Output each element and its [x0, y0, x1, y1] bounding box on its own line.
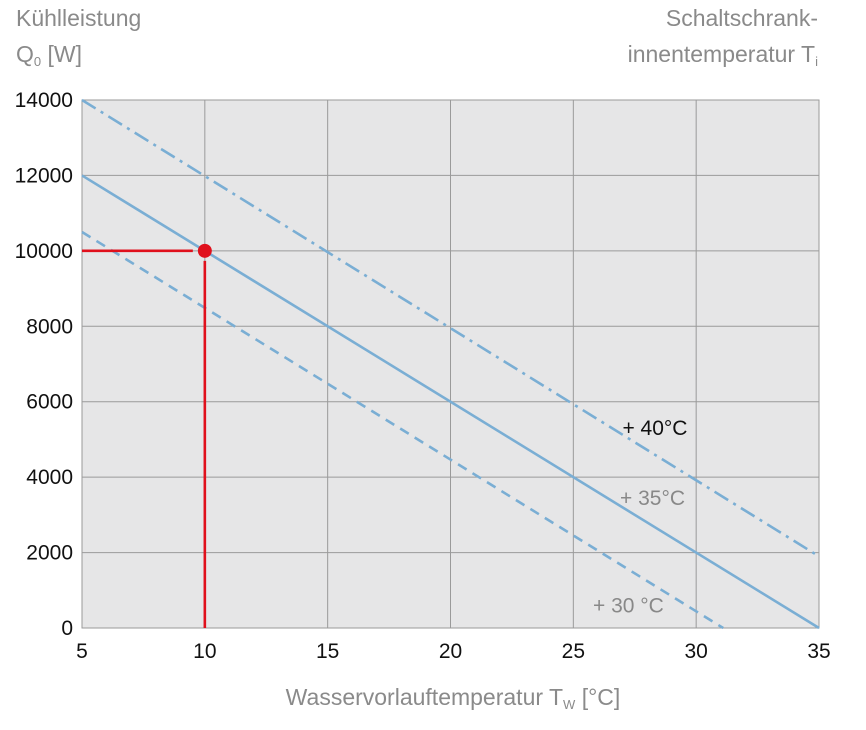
x-axis-unit: [°C] [581, 684, 621, 710]
series-label: + 35°C [620, 487, 685, 510]
x-tick-label: 5 [76, 640, 88, 663]
y-tick-label: 8000 [26, 315, 73, 338]
marker-point [197, 243, 212, 258]
y-axis-label: Kühlleistung Q0 [W] [16, 0, 141, 80]
y-tick-label: 0 [61, 617, 73, 640]
legend-title-sub: i [815, 54, 818, 69]
y-tick-label: 12000 [15, 164, 73, 187]
series-line [81, 230, 724, 630]
y-axis-label-text: Kühlleistung [16, 5, 142, 31]
y-tick-label: 14000 [15, 89, 73, 112]
plot-border [81, 99, 820, 629]
y-axis-symbol-sub: 0 [33, 54, 42, 69]
y-tick-label: 4000 [26, 466, 73, 489]
x-tick-label: 20 [439, 640, 462, 663]
y-tick-label: 6000 [26, 391, 73, 414]
legend-title: Schaltschrank- innentemperatur Ti [628, 0, 818, 80]
x-axis-label-sub: W [563, 697, 576, 712]
series-label: + 40°C [622, 417, 687, 440]
x-tick-label: 35 [807, 640, 830, 663]
x-axis-label-text: Wasservorlauftemperatur T [285, 684, 564, 710]
y-axis-symbol-line: Q0 [W] [16, 36, 141, 80]
series-label: + 30 °C [593, 595, 664, 618]
x-tick-label: 30 [684, 640, 707, 663]
x-tick-label: 25 [562, 640, 585, 663]
y-axis-symbol: Q [16, 41, 34, 67]
x-tick-label: 15 [316, 640, 339, 663]
legend-title-line2-wrap: innentemperatur Ti [628, 36, 818, 80]
legend-title-line1: Schaltschrank- [665, 5, 818, 31]
legend-title-line2: innentemperatur T [627, 41, 816, 67]
y-axis-unit: [W] [47, 41, 83, 67]
x-axis-label: Wasservorlauftemperatur TW [°C] [0, 684, 866, 712]
y-tick-label: 2000 [26, 542, 73, 565]
x-tick-label: 10 [193, 640, 216, 663]
series-line [81, 98, 820, 558]
y-tick-label: 10000 [15, 240, 73, 263]
